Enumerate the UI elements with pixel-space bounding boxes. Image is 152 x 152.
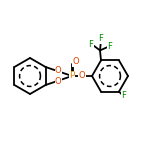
Text: F: F xyxy=(122,91,126,100)
Text: P: P xyxy=(69,71,75,81)
Text: F: F xyxy=(98,34,104,43)
Text: O: O xyxy=(55,77,62,86)
Text: F: F xyxy=(108,42,112,51)
Text: O: O xyxy=(73,57,79,67)
Text: O: O xyxy=(79,71,85,79)
Text: F: F xyxy=(89,40,93,49)
Text: O: O xyxy=(55,66,62,75)
